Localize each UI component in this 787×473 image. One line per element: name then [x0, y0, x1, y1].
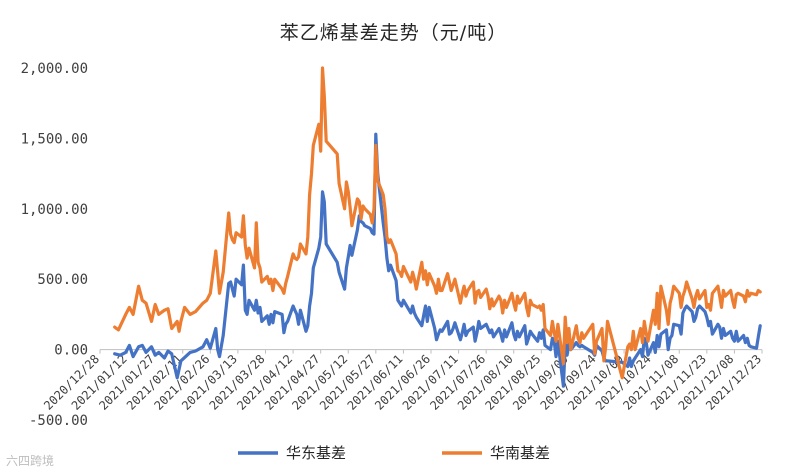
legend-label: 华南基差: [490, 444, 550, 462]
series-line-south-china: [113, 66, 762, 380]
y-tick-label: 1,500.00: [21, 131, 88, 147]
legend: 华东基差 华南基差: [238, 444, 550, 462]
x-axis-labels: 2020/12/282021/01/122021/01/272021/02/11…: [41, 352, 764, 413]
plot-series: [113, 66, 762, 388]
watermark: 六四跨境: [6, 454, 55, 468]
series-line-east-china: [113, 132, 762, 388]
y-tick-label: -500.00: [29, 413, 88, 429]
y-tick-label: 2,000.00: [21, 61, 88, 77]
legend-label: 华东基差: [286, 444, 346, 462]
y-axis-labels: -500.00 0.00 500.00 1,000.00 1,500.00 2,000.0…: [21, 61, 88, 429]
y-tick-label: 0.00: [54, 343, 88, 359]
y-tick-label: 500.00: [37, 272, 88, 288]
y-tick-label: 1,000.00: [21, 202, 88, 218]
chart-title: 苯乙烯基差走势（元/吨）: [279, 22, 508, 44]
